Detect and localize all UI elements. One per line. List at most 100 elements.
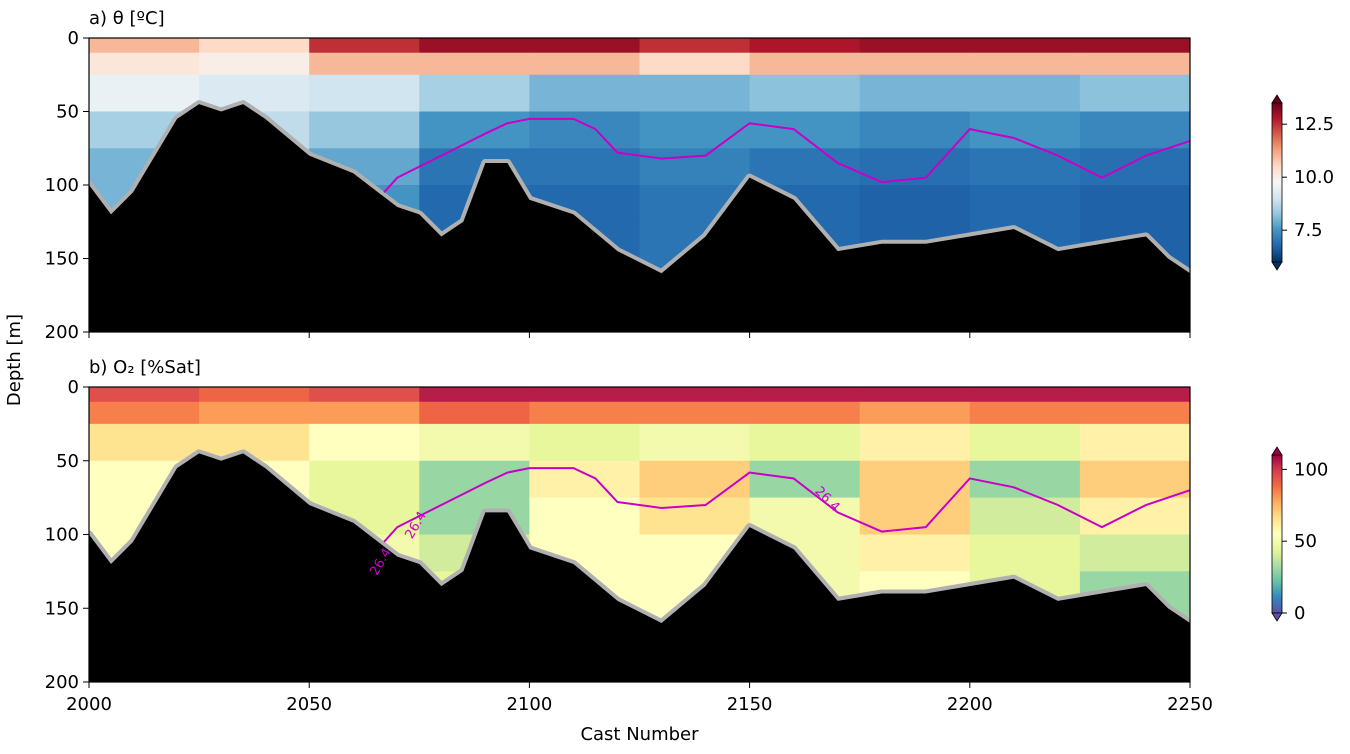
- y-tick-label: 200: [45, 322, 79, 343]
- field-cell: [419, 111, 530, 149]
- colorbar-tick-label: 12.5: [1294, 114, 1334, 135]
- field-cell: [859, 111, 971, 149]
- field-cell: [1079, 534, 1190, 572]
- colorbar-extend-bottom: [1271, 261, 1283, 271]
- field-cell: [749, 111, 861, 149]
- y-tick-label: 50: [56, 451, 79, 472]
- field-cell: [749, 74, 861, 112]
- field-cell: [529, 148, 640, 186]
- field-cell: [309, 74, 420, 112]
- field-cell: [1079, 74, 1190, 112]
- field-cell: [89, 74, 200, 112]
- field-cell: [419, 74, 530, 112]
- field-cell: [969, 38, 1081, 54]
- field-cell: [639, 38, 751, 54]
- field-cell: [419, 387, 530, 403]
- field-cell: [639, 387, 751, 403]
- colorbar-tick-label: 7.5: [1294, 220, 1323, 241]
- field-cell: [639, 401, 751, 425]
- bathymetry-fill: [89, 104, 1190, 332]
- x-axis-label: Cast Number: [580, 724, 699, 745]
- field-cell: [969, 185, 1081, 223]
- field-cell: [309, 387, 420, 403]
- y-axis-label: Depth [m]: [4, 314, 25, 406]
- y-tick-label: 0: [68, 377, 79, 398]
- field-cell: [199, 38, 310, 54]
- field-cell: [749, 38, 861, 54]
- panel-title: a) θ [ºC]: [89, 8, 165, 29]
- field-cell: [639, 497, 751, 535]
- colorbar-extend-bottom: [1271, 612, 1283, 622]
- field-cell: [969, 387, 1081, 403]
- field-cell: [89, 52, 200, 76]
- field-cell: [859, 401, 971, 425]
- field-cell: [969, 148, 1081, 186]
- field-cell: [859, 74, 971, 112]
- y-tick-label: 0: [68, 28, 79, 49]
- field-cell: [639, 148, 751, 186]
- isopycnal: [383, 117, 1190, 194]
- field-cell: [749, 497, 861, 535]
- field-cell: [859, 52, 971, 76]
- field-cell: [1079, 401, 1190, 425]
- x-tick-label: 2150: [727, 694, 773, 715]
- x-tick-label: 2250: [1167, 694, 1213, 715]
- field-cell: [529, 497, 640, 535]
- colorbar-tick-label: 0: [1294, 603, 1305, 624]
- field-cell: [199, 387, 310, 403]
- bathymetry-fill: [89, 453, 1190, 682]
- x-tick-label: 2100: [506, 694, 552, 715]
- x-tick-label: 2000: [66, 694, 112, 715]
- x-tick-label: 2200: [947, 694, 993, 715]
- field-cell: [1079, 38, 1190, 54]
- y-tick-label: 50: [56, 102, 79, 123]
- field-cell: [199, 423, 310, 462]
- field-cell: [1079, 387, 1190, 403]
- field-cell: [1079, 460, 1190, 499]
- colorbar-tick-label: 10.0: [1294, 167, 1334, 188]
- field-cell: [1079, 423, 1190, 462]
- field-cell: [969, 534, 1081, 572]
- field-cell: [309, 423, 420, 462]
- field-cell: [749, 387, 861, 403]
- field-cell: [529, 423, 640, 462]
- field-cell: [749, 52, 861, 76]
- field-cell: [749, 401, 861, 425]
- field-cell: [859, 387, 971, 403]
- field-cell: [1079, 185, 1190, 223]
- field-cell: [859, 460, 971, 499]
- field-cell: [529, 111, 640, 149]
- field-cell: [859, 423, 971, 462]
- field-cell: [529, 38, 640, 54]
- colorbar: [1271, 454, 1283, 614]
- field-cell: [529, 387, 640, 403]
- field-cell: [419, 38, 530, 54]
- colorbar-extend-top: [1271, 446, 1283, 456]
- field-cell: [309, 52, 420, 76]
- isopycnal: [383, 467, 1190, 543]
- plot-area: [89, 38, 1190, 332]
- y-tick-label: 150: [45, 598, 79, 619]
- field-cell: [969, 497, 1081, 535]
- y-tick-label: 100: [45, 175, 79, 196]
- field-cell: [419, 460, 530, 499]
- panel-title: b) O₂ [%Sat]: [89, 357, 201, 378]
- field-cell: [529, 52, 640, 76]
- field-cell: [419, 52, 530, 76]
- field-cell: [749, 148, 861, 186]
- field-cell: [309, 38, 420, 54]
- plot-area: [89, 387, 1190, 682]
- field-cell: [859, 534, 971, 572]
- field-cell: [309, 460, 420, 499]
- field-cell: [199, 52, 310, 76]
- field-cell: [639, 111, 751, 149]
- y-tick-label: 100: [45, 525, 79, 546]
- field-cell: [419, 401, 530, 425]
- field-cell: [969, 423, 1081, 462]
- field-cell: [199, 401, 310, 425]
- field-cell: [1079, 111, 1190, 149]
- field-cell: [309, 111, 420, 149]
- field-cell: [639, 423, 751, 462]
- field-cell: [1079, 52, 1190, 76]
